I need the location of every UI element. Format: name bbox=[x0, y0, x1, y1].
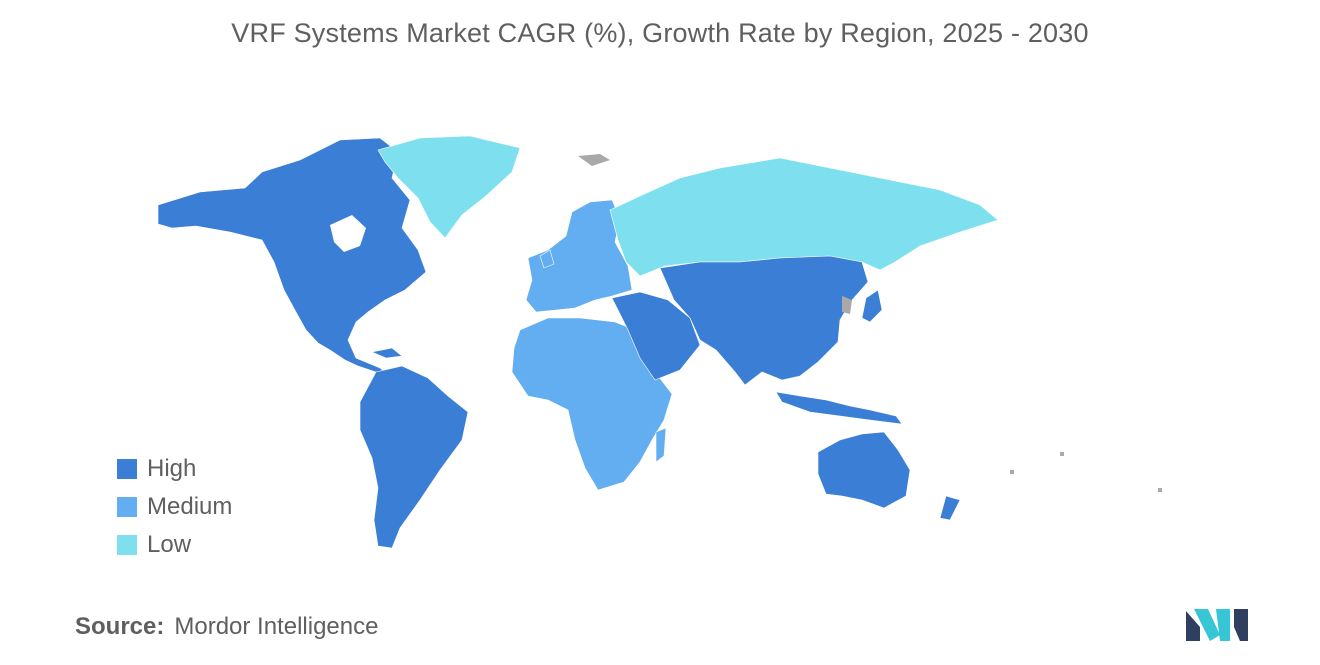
chart-title: VRF Systems Market CAGR (%), Growth Rate… bbox=[231, 18, 1089, 48]
region-caribbean bbox=[370, 347, 403, 359]
region-australia bbox=[817, 431, 911, 509]
source-line: Source: Mordor Intelligence bbox=[75, 613, 378, 641]
source-value: Mordor Intelligence bbox=[174, 613, 379, 640]
region-africa bbox=[511, 317, 673, 491]
legend-swatch-low bbox=[117, 535, 137, 555]
region-greenland bbox=[377, 135, 521, 239]
region-madagascar bbox=[655, 427, 667, 463]
mordor-logo bbox=[1186, 609, 1248, 641]
region-asia bbox=[659, 255, 869, 386]
legend: High Medium Low bbox=[117, 450, 232, 564]
legend-swatch-high bbox=[117, 459, 137, 479]
region-north-america bbox=[157, 137, 427, 379]
legend-item-medium: Medium bbox=[117, 488, 232, 526]
region-south-america bbox=[359, 365, 469, 549]
region-new-zealand bbox=[939, 495, 961, 521]
region-middle-east bbox=[611, 291, 701, 381]
legend-label-low: Low bbox=[147, 531, 192, 558]
legend-swatch-medium bbox=[117, 497, 137, 517]
legend-label-high: High bbox=[147, 455, 197, 482]
region-europe-uk bbox=[539, 249, 555, 269]
region-se-asia-islands bbox=[775, 391, 903, 425]
no-data-korea bbox=[842, 296, 852, 314]
region-japan bbox=[861, 289, 883, 323]
source-label: Source: bbox=[75, 613, 165, 640]
legend-label-medium: Medium bbox=[147, 493, 233, 520]
region-europe bbox=[525, 199, 633, 313]
no-data-svalbard bbox=[578, 154, 610, 166]
hudson-bay bbox=[330, 215, 366, 252]
legend-item-high: High bbox=[117, 450, 232, 488]
no-data-pacific-islands bbox=[1010, 452, 1162, 492]
legend-item-low: Low bbox=[117, 526, 232, 564]
